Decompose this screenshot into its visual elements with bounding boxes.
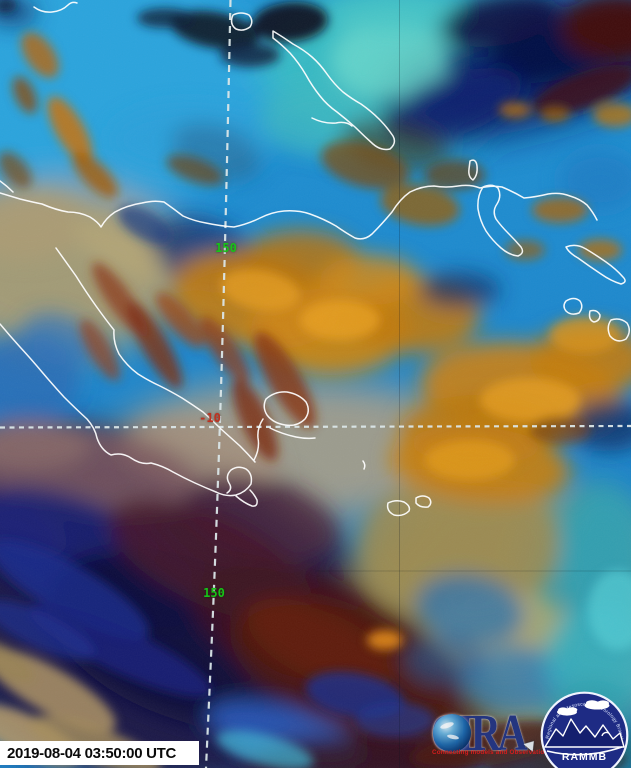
timestamp-label: 2019-08-04 03:50:00 UTC	[7, 744, 177, 762]
cira-tagline: Connecting models and Observations	[432, 749, 553, 756]
rammb-label: RAMMB	[562, 751, 607, 763]
parallel-minus10-line	[0, 424, 631, 429]
longitude-label-top: 150	[215, 241, 237, 255]
cira-logo: CIRA Connecting models and Observations	[429, 700, 553, 762]
sector-seams	[315, 0, 631, 768]
meridian-150-line	[204, 0, 232, 768]
coastline-overlay	[0, 1, 630, 517]
latitude-label: -10	[199, 411, 221, 425]
timestamp-bar: 2019-08-04 03:50:00 UTC	[0, 741, 199, 765]
longitude-label-bottom: 150	[203, 586, 225, 600]
satellite-dish-icon	[601, 731, 609, 737]
globe-icon	[433, 714, 471, 752]
rammb-logo: Regional and Mesoscale Meteorology Branc…	[540, 691, 629, 768]
mountains-icon	[544, 718, 625, 756]
cloud-icon	[557, 700, 610, 716]
